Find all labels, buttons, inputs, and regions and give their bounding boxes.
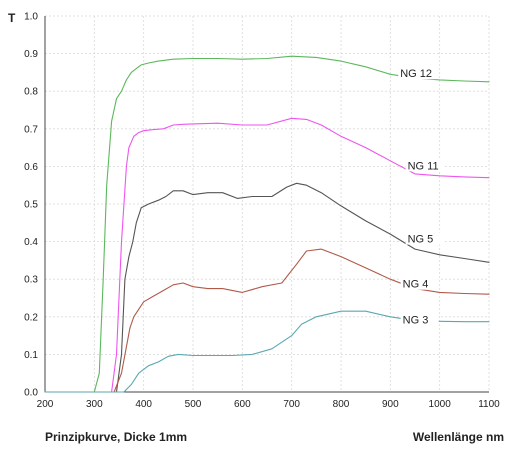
series-label-background <box>400 313 439 326</box>
series-lines <box>44 55 490 393</box>
series-label: NG 5 <box>408 234 434 246</box>
x-tick-label: 400 <box>135 399 152 410</box>
series-label-background <box>398 67 437 80</box>
series-line-ng-12 <box>44 55 490 393</box>
series-label: NG 3 <box>403 314 429 326</box>
x-tick-label: 1000 <box>429 399 452 410</box>
series-line-ng-4 <box>44 248 490 393</box>
y-tick-label: 0.5 <box>24 200 38 211</box>
axes: 200 300 400 500 600 700 800 900 1000 1100 0.0 0.1 0.… <box>24 12 500 411</box>
series-label: NG 12 <box>400 68 432 80</box>
y-axis-title: T <box>8 11 16 25</box>
x-tick-label: 500 <box>185 399 202 410</box>
series-line-ng-11 <box>44 117 490 393</box>
series-label: NG 4 <box>403 279 429 291</box>
x-tick-label: 300 <box>86 399 103 410</box>
series-label-background <box>405 159 444 172</box>
x-axis-title: Wellenlänge nm <box>413 430 504 444</box>
x-tick-label: 700 <box>283 399 300 410</box>
y-tick-label: 0.1 <box>24 350 38 361</box>
grid <box>45 15 490 392</box>
y-tick-label: 0.7 <box>24 124 38 135</box>
x-tick-label: 600 <box>234 399 251 410</box>
y-tick-label: 0.9 <box>24 49 38 60</box>
x-tick-label: 1100 <box>478 399 500 410</box>
series-label: NG 11 <box>408 160 439 172</box>
y-tick-label: 0.6 <box>24 162 38 173</box>
y-tick-label: 1.0 <box>24 12 38 23</box>
y-tick-label: 0.8 <box>24 87 38 98</box>
series-line-ng-3 <box>44 310 490 393</box>
y-tick-label: 0.3 <box>24 275 38 286</box>
series-label-background <box>400 277 439 290</box>
series-line-ng-5 <box>44 182 490 393</box>
series-labels: NG 12 NG 11 NG 5 NG 4 NG 3 <box>398 67 444 326</box>
y-tick-label: 0.2 <box>24 312 38 323</box>
chart-caption: Prinzipkurve, Dicke 1mm <box>45 430 187 444</box>
x-tick-label: 200 <box>37 399 54 410</box>
x-tick-label: 800 <box>333 399 350 410</box>
x-tick-label: 900 <box>382 399 399 410</box>
y-tick-label: 0.4 <box>24 237 38 248</box>
series-label-background <box>405 232 444 245</box>
y-tick-label: 0.0 <box>24 388 38 399</box>
